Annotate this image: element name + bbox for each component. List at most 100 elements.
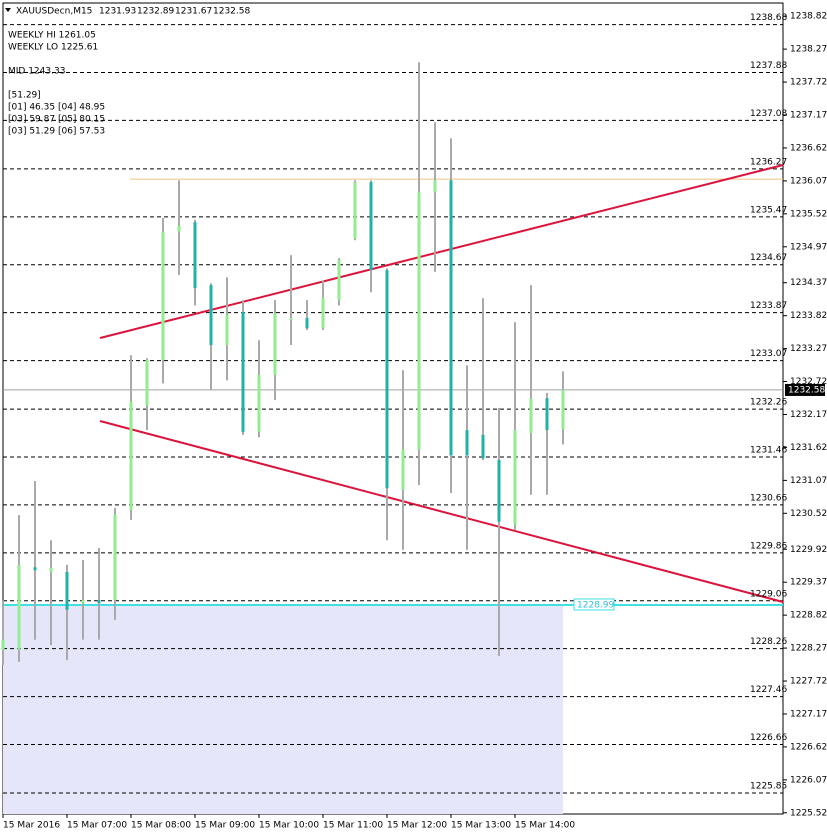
level-label: 1227.46 (750, 685, 787, 695)
header-value: 1231.67 (175, 7, 212, 17)
x-tick-label: 15 Mar 11:00 (323, 821, 383, 831)
candle-body (481, 434, 485, 459)
candle-body (321, 298, 325, 329)
level-label: 1225.85 (750, 782, 787, 792)
x-tick-label: 15 Mar 13:00 (451, 821, 511, 831)
level-label: 1229.06 (750, 589, 787, 599)
level-label: 1238.68 (750, 13, 787, 23)
candle-body (49, 567, 53, 573)
y-tick-label: 1234.97 (790, 242, 827, 252)
candle-body (225, 315, 229, 346)
y-tick-label: 1231.07 (790, 476, 827, 486)
y-tick-label: 1238.82 (790, 12, 827, 22)
level-label: 1237.88 (750, 61, 787, 71)
bid-label: 1232.58 (788, 385, 825, 395)
candle-body (497, 460, 501, 522)
zone-label-box (573, 598, 615, 611)
y-tick-label: 1227.17 (790, 709, 827, 719)
candle-body (417, 192, 421, 450)
candle-body (449, 180, 453, 456)
y-tick-label: 1237.72 (790, 78, 827, 88)
candle-body (113, 515, 117, 601)
y-tick-label: 1237.17 (790, 111, 827, 121)
y-tick-label: 1238.27 (790, 45, 827, 55)
candle-body (353, 182, 357, 239)
trendline (99, 420, 784, 603)
y-tick-label: 1229.37 (790, 578, 827, 588)
y-tick-label: 1235.52 (790, 209, 827, 219)
trendline (99, 164, 784, 339)
candle-body (545, 398, 549, 431)
x-tick-label: 15 Mar 2016 (3, 821, 60, 831)
level-label: 1233.87 (750, 301, 787, 311)
candle-body (433, 180, 437, 193)
candle-body (305, 318, 309, 329)
candle-body (177, 225, 181, 232)
header-value: 1232.89 (137, 7, 174, 17)
info-line: [03] 59.87 [05] 80.15 (8, 115, 105, 125)
level-label: 1231.46 (750, 446, 787, 456)
y-tick-label: 1230.52 (790, 509, 827, 519)
level-label: 1230.66 (750, 493, 787, 503)
y-tick-label: 1228.27 (790, 644, 827, 654)
candle-body (97, 600, 101, 604)
candle-body (81, 600, 85, 604)
y-tick-label: 1232.72 (790, 377, 827, 387)
info-line: [01] 46.35 [04] 48.95 (8, 103, 105, 113)
level-label: 1226.66 (750, 733, 787, 743)
candle-body (209, 285, 213, 346)
zone (3, 604, 563, 814)
candle-body (273, 313, 277, 375)
level-label: 1236.27 (750, 157, 787, 167)
candle-body (129, 401, 133, 510)
x-tick-label: 15 Mar 12:00 (387, 821, 447, 831)
candle-body (337, 259, 341, 301)
candle-body (193, 222, 197, 289)
candle-body (465, 430, 469, 456)
candle-body (241, 312, 245, 432)
candle-body (17, 564, 21, 650)
candle-body (257, 374, 261, 432)
y-tick-label: 1228.82 (790, 611, 827, 621)
level-label: 1237.08 (750, 109, 787, 119)
level-label: 1233.07 (750, 349, 787, 359)
y-tick-label: 1232.17 (790, 410, 827, 420)
chart-title: XAUUSDecn,M15 (16, 7, 92, 17)
bid-box (785, 383, 825, 396)
level-label: 1235.47 (750, 205, 787, 215)
candle-body (401, 449, 405, 490)
candle-body (161, 231, 165, 360)
x-tick-label: 15 Mar 09:00 (195, 821, 255, 831)
y-tick-label: 1229.92 (790, 545, 827, 555)
header-value: 1232.58 (213, 7, 250, 17)
x-tick-label: 15 Mar 10:00 (259, 821, 319, 831)
y-tick-label: 1236.07 (790, 176, 827, 186)
candle-body (369, 182, 373, 271)
candle-body (289, 318, 293, 320)
x-tick-label: 15 Mar 07:00 (67, 821, 127, 831)
y-tick-label: 1226.62 (790, 742, 827, 752)
level-label: 1228.26 (750, 637, 787, 647)
y-tick-label: 1236.62 (790, 143, 827, 153)
menu-arrow[interactable] (5, 8, 11, 12)
y-tick-label: 1231.62 (790, 443, 827, 453)
info-line: [03] 51.29 [06] 57.53 (8, 127, 105, 137)
candle-body (145, 359, 149, 405)
info-line: [51.29] (8, 91, 41, 101)
info-line: MID 1243.33 (8, 67, 65, 77)
info-line: WEEKLY LO 1225.61 (8, 43, 98, 53)
level-label: 1232.26 (750, 398, 787, 408)
zone-label: 1228.99 (577, 600, 614, 610)
candle-body (513, 430, 517, 525)
y-tick-label: 1233.27 (790, 344, 827, 354)
y-tick-label: 1225.52 (790, 808, 827, 818)
level-label: 1229.86 (750, 541, 787, 551)
candle-body (1, 639, 5, 650)
candle-body (385, 270, 389, 489)
candle-body (529, 398, 533, 434)
candle-body (33, 567, 37, 571)
y-tick-label: 1233.82 (790, 311, 827, 321)
info-line: WEEKLY HI 1261.05 (8, 31, 96, 41)
y-tick-label: 1227.72 (790, 677, 827, 687)
